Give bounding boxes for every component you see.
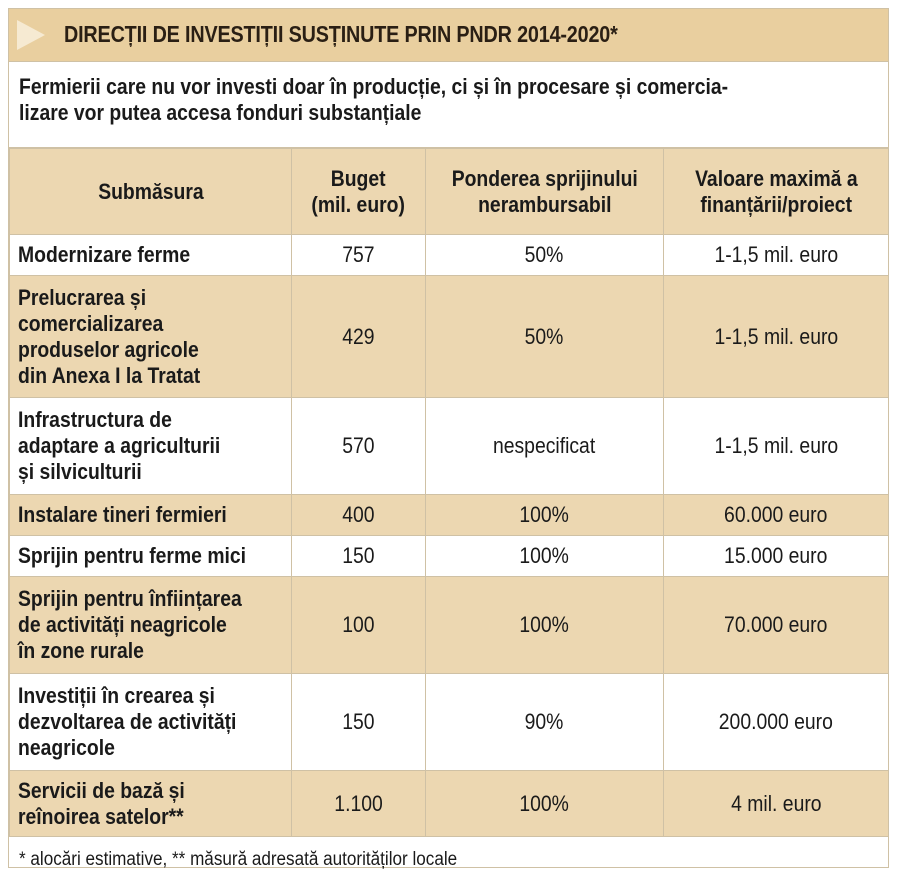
table-header-row: Submăsura Buget (mil. euro) Ponderea spr… [9,148,889,235]
row-ponderea: 50% [425,275,664,398]
table-row: Investiții în crearea și dezvoltarea de … [9,673,889,771]
page-title: DIRECȚII DE INVESTIȚII SUSȚINUTE PRIN PN… [64,21,618,47]
row-ponderea: 100% [425,770,664,837]
row-valoare: 60.000 euro [663,494,889,536]
row-name: Sprijin pentru ferme mici [9,535,292,577]
row-valoare: 4 mil. euro [663,770,889,837]
investment-table-card: DIRECȚII DE INVESTIȚII SUSȚINUTE PRIN PN… [8,8,889,870]
row-ponderea: nespecificat [425,397,664,495]
row-name: Instalare tineri fermieri [9,494,292,536]
header-valoare: Valoare maximă a finanțării/proiect [663,148,889,235]
row-ponderea: 100% [425,494,664,536]
table-row: Sprijin pentru înființarea de activități… [9,576,889,674]
row-buget: 100 [291,576,426,674]
table-row: Infrastructura de adaptare a agriculturi… [9,397,889,495]
header-buget: Buget (mil. euro) [291,148,426,235]
row-valoare: 1-1,5 mil. euro [663,397,889,495]
header-ponderea: Ponderea sprijinului nerambursabil [425,148,664,235]
footnote: * alocări estimative, ** măsură adresată… [19,849,458,870]
row-buget: 429 [291,275,426,398]
row-buget: 400 [291,494,426,536]
row-name: Sprijin pentru înființarea de activități… [9,576,292,674]
row-name: Investiții în crearea și dezvoltarea de … [9,673,292,771]
title-bar: DIRECȚII DE INVESTIȚII SUSȚINUTE PRIN PN… [9,9,888,62]
row-buget: 570 [291,397,426,495]
arrow-icon [17,20,45,50]
table-row: Servicii de bază și reînoirea satelor** … [9,770,889,837]
row-valoare: 70.000 euro [663,576,889,674]
row-name: Servicii de bază și reînoirea satelor** [9,770,292,837]
row-buget: 150 [291,673,426,771]
row-ponderea: 100% [425,535,664,577]
row-valoare: 1-1,5 mil. euro [663,234,889,276]
row-buget: 757 [291,234,426,276]
measures-table: Submăsura Buget (mil. euro) Ponderea spr… [9,148,889,837]
row-valoare: 200.000 euro [663,673,889,771]
table-row: Sprijin pentru ferme mici 150 100% 15.00… [9,535,889,577]
subtitle-line-1: Fermierii care nu vor investi doar în pr… [19,74,729,99]
row-ponderea: 50% [425,234,664,276]
row-ponderea: 90% [425,673,664,771]
subtitle: Fermierii care nu vor investi doar în pr… [9,62,888,148]
row-ponderea: 100% [425,576,664,674]
row-name: Infrastructura de adaptare a agriculturi… [9,397,292,495]
row-name: Prelucrarea și comercializarea produselo… [9,275,292,398]
subtitle-line-2: lizare vor putea accesa fonduri substanț… [19,100,422,125]
table-row: Prelucrarea și comercializarea produselo… [9,275,889,398]
table-row: Modernizare ferme 757 50% 1-1,5 mil. eur… [9,234,889,276]
row-buget: 150 [291,535,426,577]
row-buget: 1.100 [291,770,426,837]
row-valoare: 15.000 euro [663,535,889,577]
row-name: Modernizare ferme [9,234,292,276]
header-submasura: Submăsura [9,148,292,235]
row-valoare: 1-1,5 mil. euro [663,275,889,398]
table-row: Instalare tineri fermieri 400 100% 60.00… [9,494,889,536]
